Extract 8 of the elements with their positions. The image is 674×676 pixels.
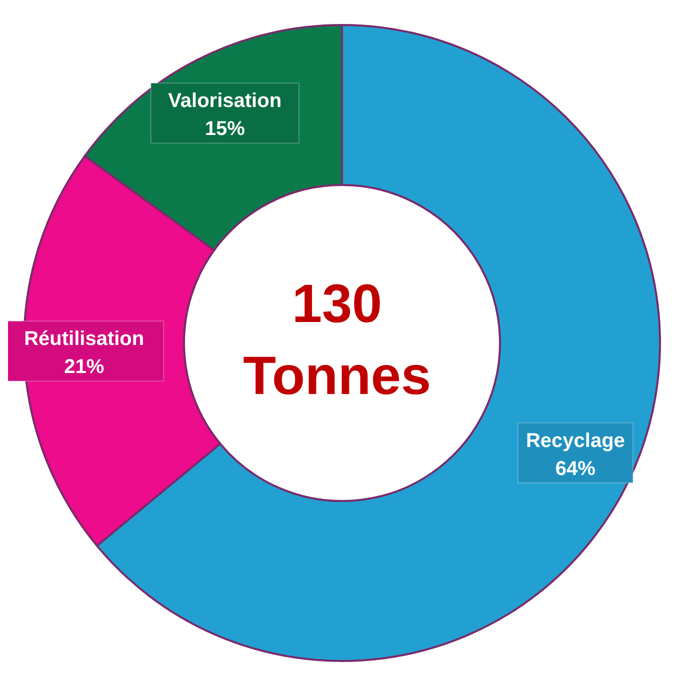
data-label: 15% <box>204 118 246 140</box>
data-label: 64% <box>555 458 596 480</box>
text: Tonnes <box>243 346 431 406</box>
slice-label: Réutilisation <box>24 328 144 350</box>
slice-label: Recyclage <box>526 430 625 452</box>
slice-label: Valorisation <box>168 90 282 112</box>
data-label: 21% <box>64 356 104 378</box>
text: 130 <box>292 274 382 334</box>
